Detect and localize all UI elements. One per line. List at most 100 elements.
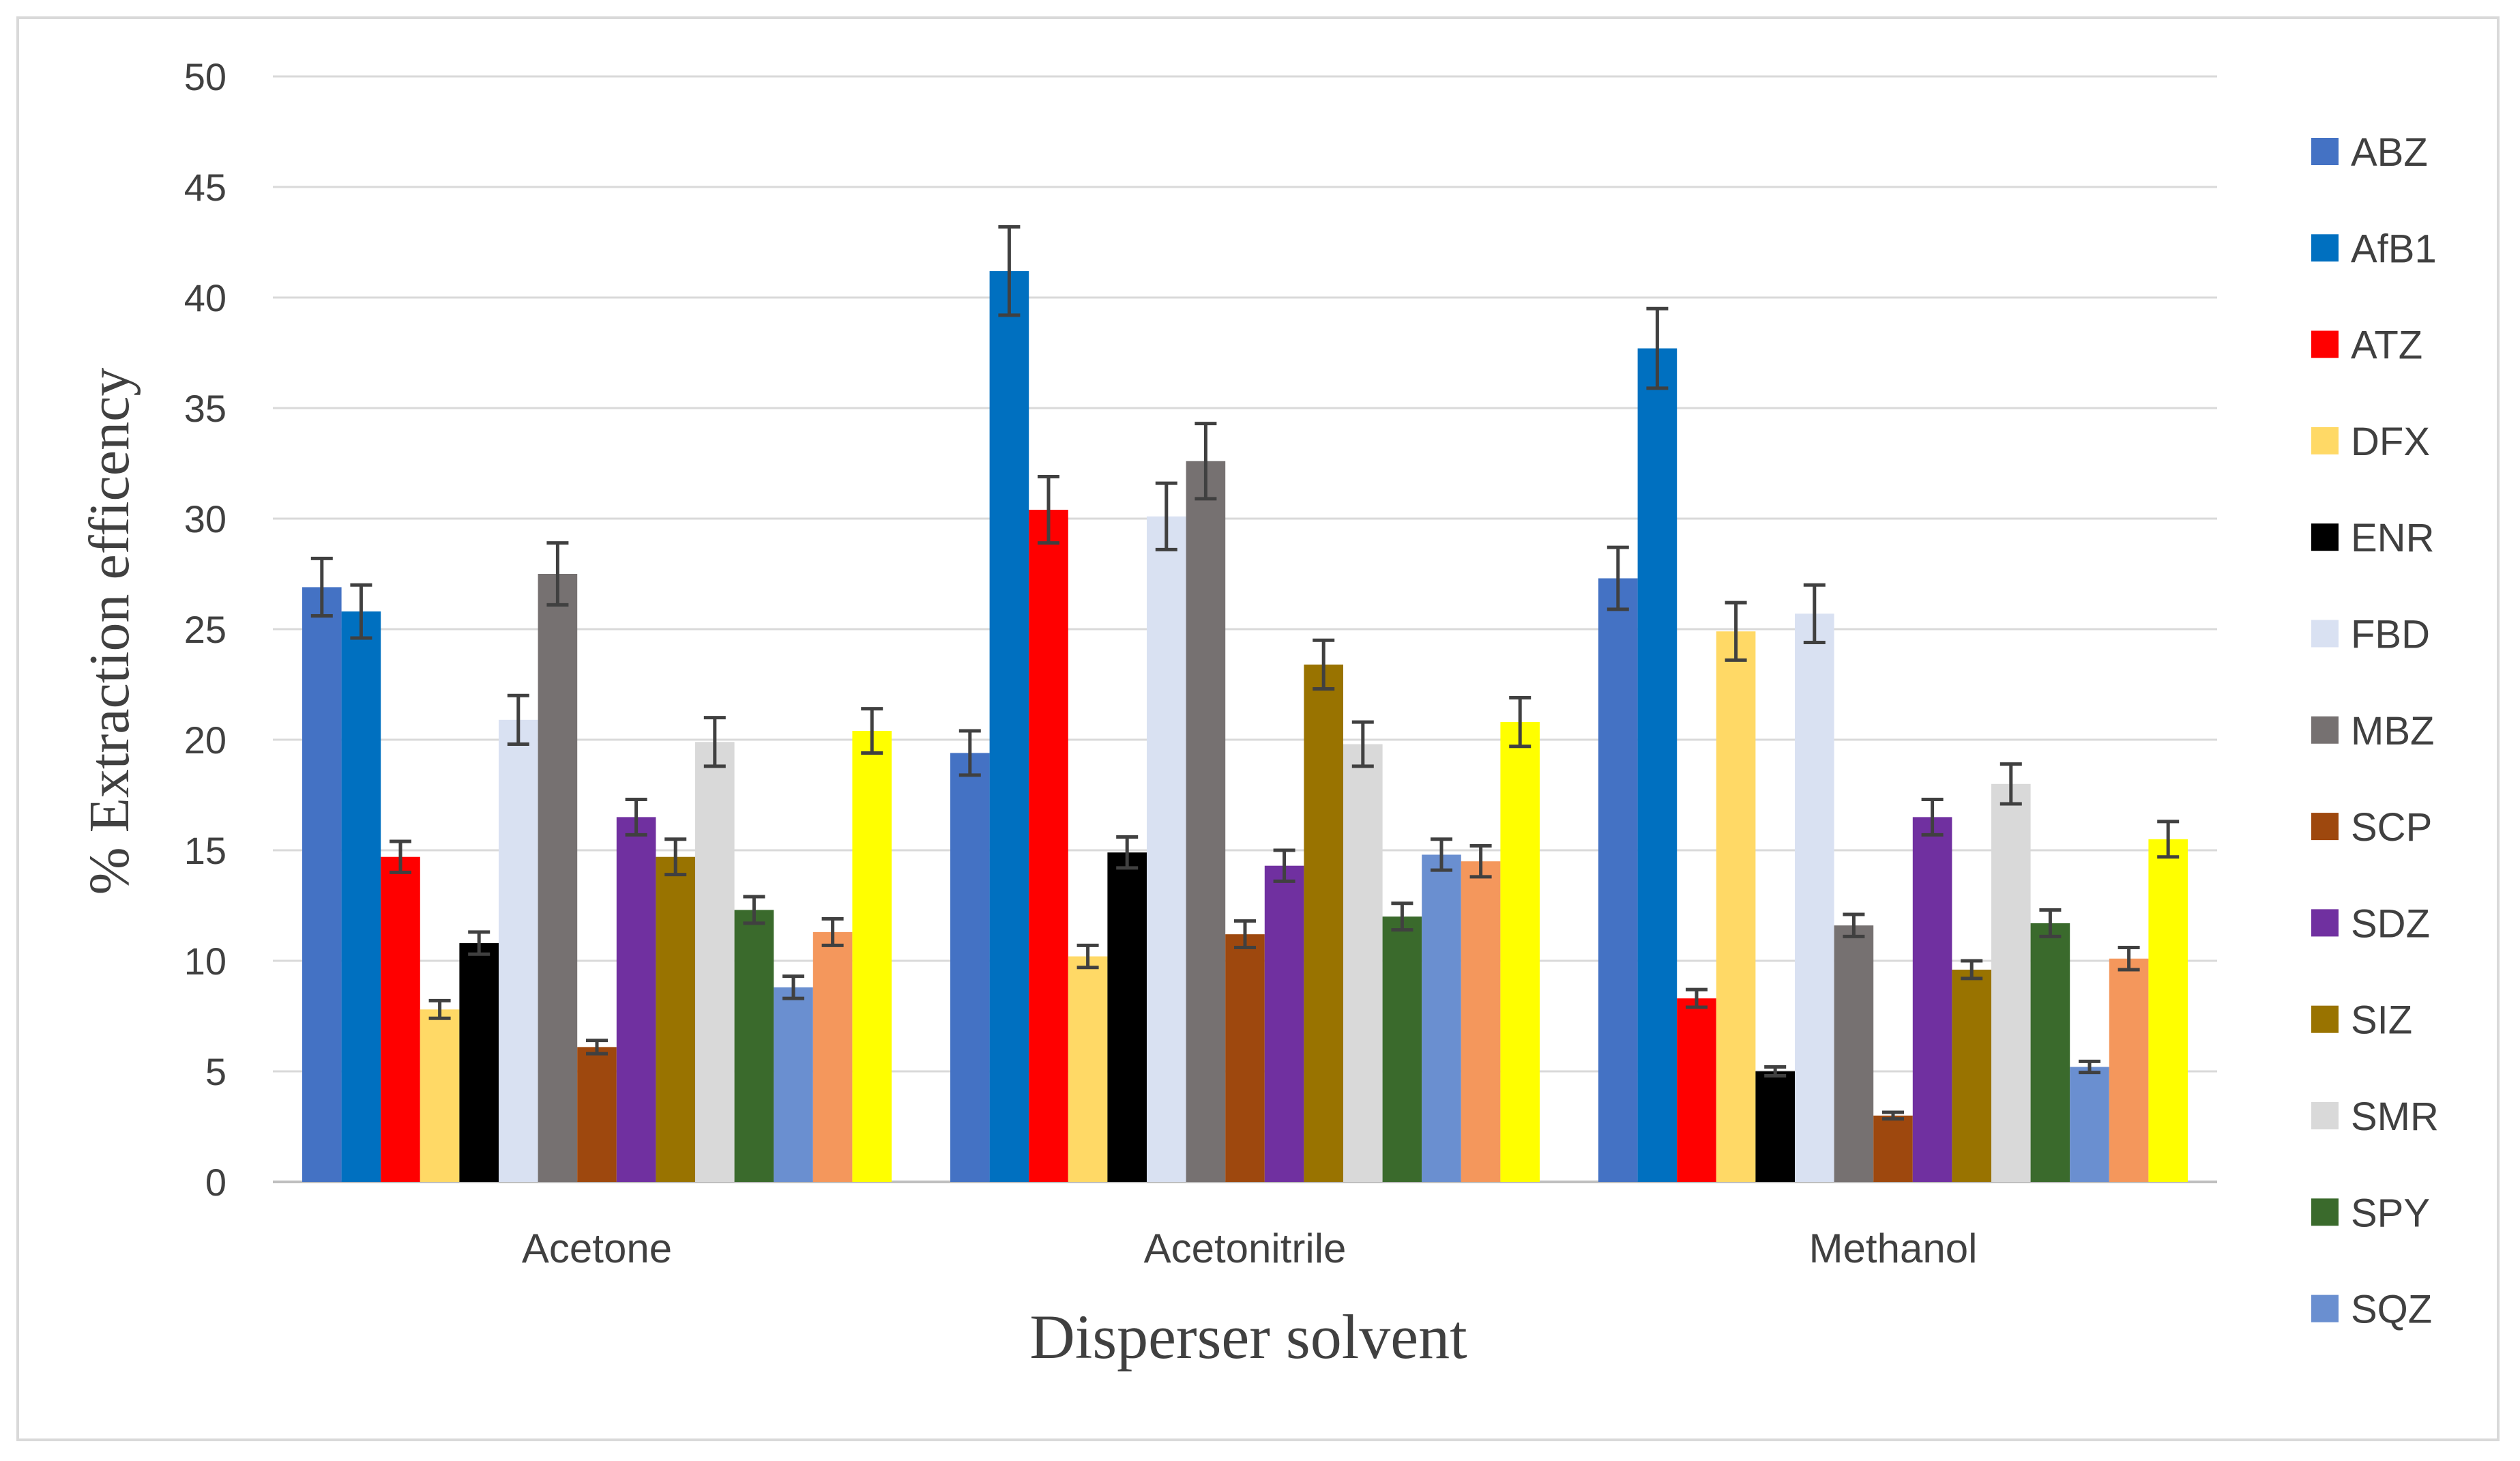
legend-label: SPY <box>2351 1191 2430 1235</box>
bar-sdz-acetonitrile <box>1264 865 1304 1182</box>
legend-item-mbz: MBZ <box>2311 709 2434 753</box>
bar-smr-methanol <box>1991 783 2031 1182</box>
legend-swatch <box>2311 1294 2339 1322</box>
legend-label: ABZ <box>2351 130 2428 175</box>
bar-afb1-acetonitrile <box>989 271 1029 1182</box>
error-bar-abz-acetone <box>310 556 333 618</box>
error-bar-smt-acetonitrile <box>1509 695 1532 749</box>
error-bars <box>310 225 2180 1121</box>
error-bar-sdz-methanol <box>1921 797 1944 837</box>
error-bar-scp-acetone <box>586 1039 608 1056</box>
x-tick-label: Acetonitrile <box>1144 1226 1347 1271</box>
error-bar-afb1-methanol <box>1646 306 1669 390</box>
error-bar-sqz-acetonitrile <box>1431 837 1452 872</box>
error-bar-enr-acetonitrile <box>1116 835 1139 870</box>
legend-item-fbd: FBD <box>2311 613 2430 657</box>
legend-item-atz: ATZ <box>2311 323 2422 368</box>
error-bar-abz-methanol <box>1607 545 1629 611</box>
error-bar-sdz-acetone <box>625 797 647 837</box>
y-tick-label: 25 <box>184 608 226 651</box>
error-bar-abz-acetonitrile <box>958 729 981 777</box>
legend-item-dfx: DFX <box>2311 420 2430 464</box>
legend-swatch <box>2311 1005 2339 1033</box>
legend-label: ATZ <box>2351 323 2422 368</box>
legend-swatch <box>2311 909 2339 937</box>
error-bar-spy-methanol <box>2039 908 2062 938</box>
bar-atz-acetonitrile <box>1029 510 1068 1182</box>
y-tick-label: 35 <box>184 387 226 430</box>
bar-abz-acetonitrile <box>950 753 990 1182</box>
bar-mbz-methanol <box>1834 925 1874 1182</box>
error-bar-scp-methanol <box>1882 1110 1904 1121</box>
chart-frame <box>16 16 2500 1441</box>
bar-spy-acetonitrile <box>1382 916 1422 1182</box>
error-bar-afb1-acetonitrile <box>998 225 1021 317</box>
legend-label: SQZ <box>2351 1288 2432 1332</box>
legend-item-smr: SMR <box>2311 1095 2439 1139</box>
error-bar-sqz-methanol <box>2079 1059 2100 1075</box>
y-tick-label: 15 <box>184 829 226 872</box>
bar-atz-acetone <box>381 856 420 1182</box>
legend-label: FBD <box>2351 613 2430 657</box>
error-bar-fbd-acetonitrile <box>1155 481 1177 551</box>
bar-smz-methanol <box>2109 958 2149 1182</box>
bar-fbd-acetonitrile <box>1147 516 1186 1182</box>
error-bar-afb1-acetone <box>350 583 372 640</box>
legend-swatch <box>2311 138 2339 165</box>
error-bar-sqz-acetone <box>782 974 804 1000</box>
legend-label: ENR <box>2351 516 2434 560</box>
bar-smz-acetonitrile <box>1461 861 1501 1182</box>
y-axis-ticks: 0 5 10 15 20 25 30 35 40 45 50 <box>184 55 226 1204</box>
bar-mbz-acetonitrile <box>1186 461 1226 1182</box>
error-bar-scp-acetonitrile <box>1234 919 1256 950</box>
error-bar-sdz-acetonitrile <box>1273 848 1295 883</box>
bar-sdz-methanol <box>1912 817 1952 1182</box>
legend-label: MBZ <box>2351 709 2434 753</box>
bar-abz-methanol <box>1598 578 1638 1182</box>
legend-item-sdz: SDZ <box>2311 901 2430 946</box>
x-tick-label: Acetone <box>522 1226 672 1271</box>
bar-abz-acetone <box>302 587 342 1182</box>
legend-label: SIZ <box>2351 998 2412 1043</box>
error-bar-smr-methanol <box>1999 762 2022 806</box>
error-bar-enr-methanol <box>1764 1065 1787 1077</box>
legend-swatch <box>2311 1198 2339 1226</box>
bar-siz-methanol <box>1952 969 1991 1182</box>
error-bar-atz-acetonitrile <box>1038 474 1059 545</box>
error-bar-fbd-acetone <box>507 693 529 746</box>
bar-scp-methanol <box>1873 1115 1913 1182</box>
bar-sqz-acetonitrile <box>1422 854 1461 1182</box>
legend-swatch <box>2311 234 2339 262</box>
bar-dfx-methanol <box>1716 631 1756 1182</box>
legend-item-enr: ENR <box>2311 516 2434 560</box>
bar-siz-acetonitrile <box>1304 664 1343 1182</box>
error-bar-mbz-acetonitrile <box>1195 422 1217 501</box>
error-bar-atz-acetone <box>390 839 411 874</box>
bar-afb1-acetone <box>341 611 381 1182</box>
error-bar-dfx-methanol <box>1725 601 1747 662</box>
legend-item-scp: SCP <box>2311 805 2432 850</box>
error-bar-atz-methanol <box>1686 987 1708 1009</box>
bar-spy-methanol <box>2030 923 2070 1182</box>
error-bar-dfx-acetonitrile <box>1076 943 1099 970</box>
bar-afb1-methanol <box>1637 348 1677 1182</box>
legend-item-abz: ABZ <box>2311 130 2428 175</box>
bar-smz-acetone <box>812 931 853 1182</box>
y-tick-label: 10 <box>184 940 226 983</box>
bar-sdz-acetone <box>616 817 656 1182</box>
error-bar-siz-acetone <box>664 837 687 877</box>
error-bar-mbz-acetone <box>546 541 569 607</box>
error-bar-siz-methanol <box>1961 959 1983 981</box>
bar-siz-acetone <box>656 856 695 1182</box>
legend-label: SCP <box>2351 805 2432 850</box>
bar-smr-acetone <box>695 742 735 1182</box>
legend-label: AfB1 <box>2351 227 2437 271</box>
legend-label: SMR <box>2351 1095 2439 1139</box>
legend-swatch <box>2311 523 2339 551</box>
y-tick-label: 0 <box>205 1161 226 1204</box>
y-axis-title: % Extraction efficency <box>78 368 141 895</box>
legend: ABZ AfB1 ATZ DFX ENR FBD MBZ SCP SDZ SIZ SMR SPY SQZ <box>2311 130 2439 1332</box>
bar-fbd-methanol <box>1795 613 1834 1182</box>
legend-item-afb1: AfB1 <box>2311 227 2437 271</box>
bar-enr-methanol <box>1755 1071 1795 1182</box>
